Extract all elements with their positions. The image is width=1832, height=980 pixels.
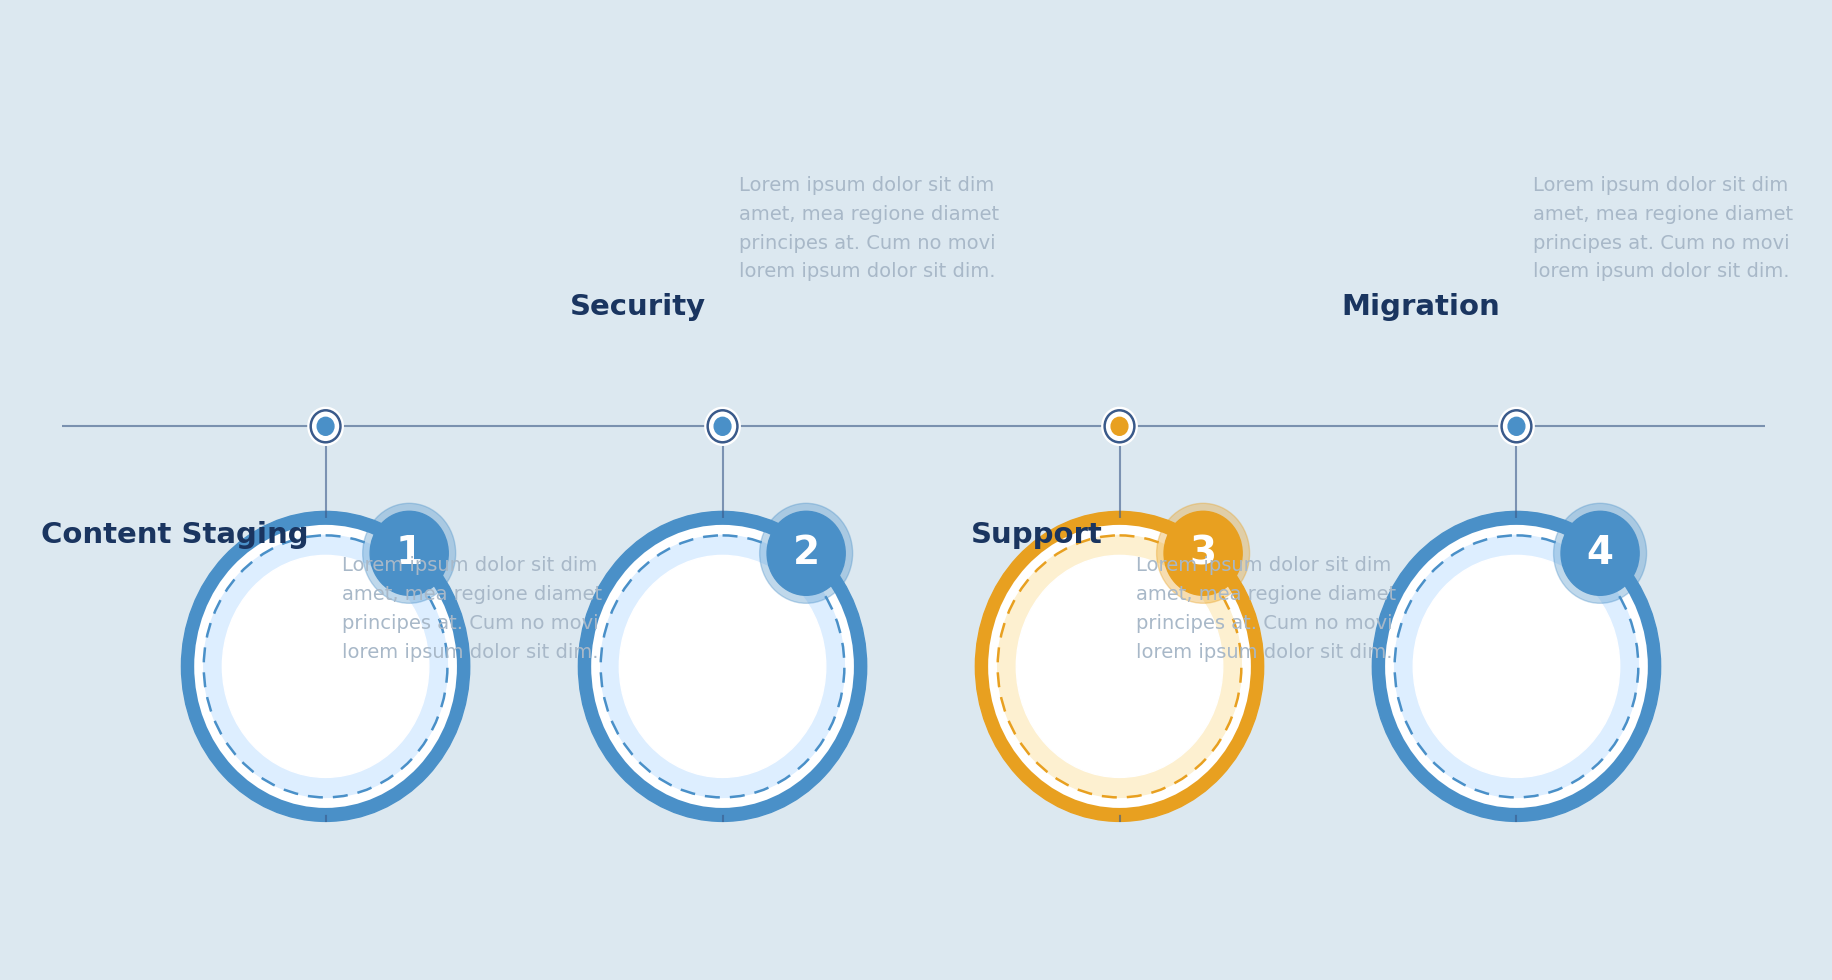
Circle shape xyxy=(1101,408,1138,445)
Circle shape xyxy=(1561,512,1640,595)
Circle shape xyxy=(601,535,845,798)
Circle shape xyxy=(191,521,460,811)
Circle shape xyxy=(1372,512,1660,821)
Text: Lorem ipsum dolor sit dim
amet, mea regione diamet
principes at. Cum no movi
lor: Lorem ipsum dolor sit dim amet, mea regi… xyxy=(343,557,603,662)
Circle shape xyxy=(619,556,826,777)
Circle shape xyxy=(975,512,1264,821)
Circle shape xyxy=(181,512,469,821)
Text: Content Staging: Content Staging xyxy=(40,521,310,550)
Circle shape xyxy=(370,512,449,595)
Circle shape xyxy=(317,417,333,435)
Circle shape xyxy=(1156,504,1249,604)
Text: Migration: Migration xyxy=(1341,293,1500,321)
Circle shape xyxy=(1017,556,1222,777)
Circle shape xyxy=(579,512,867,821)
Circle shape xyxy=(1163,512,1242,595)
Circle shape xyxy=(1499,408,1533,445)
Circle shape xyxy=(984,521,1255,811)
Text: Lorem ipsum dolor sit dim
amet, mea regione diamet
principes at. Cum no movi
lor: Lorem ipsum dolor sit dim amet, mea regi… xyxy=(1136,557,1396,662)
Circle shape xyxy=(588,521,857,811)
Text: 2: 2 xyxy=(793,534,819,572)
Circle shape xyxy=(1508,417,1524,435)
Text: 3: 3 xyxy=(1189,534,1216,572)
Text: Lorem ipsum dolor sit dim
amet, mea regione diamet
principes at. Cum no movi
lor: Lorem ipsum dolor sit dim amet, mea regi… xyxy=(740,176,1000,281)
Text: Security: Security xyxy=(570,293,705,321)
Circle shape xyxy=(1412,556,1619,777)
Circle shape xyxy=(222,556,429,777)
Circle shape xyxy=(768,512,845,595)
Circle shape xyxy=(760,504,852,604)
Circle shape xyxy=(1112,417,1129,435)
Text: 1: 1 xyxy=(396,534,423,572)
Text: Lorem ipsum dolor sit dim
amet, mea regione diamet
principes at. Cum no movi
lor: Lorem ipsum dolor sit dim amet, mea regi… xyxy=(1533,176,1794,281)
Circle shape xyxy=(705,408,740,445)
Text: Support: Support xyxy=(971,521,1103,550)
Circle shape xyxy=(1394,535,1638,798)
Circle shape xyxy=(203,535,447,798)
Circle shape xyxy=(363,504,456,604)
Circle shape xyxy=(1554,504,1647,604)
Text: 4: 4 xyxy=(1587,534,1614,572)
Circle shape xyxy=(308,408,343,445)
Circle shape xyxy=(998,535,1242,798)
Circle shape xyxy=(714,417,731,435)
Circle shape xyxy=(1381,521,1651,811)
